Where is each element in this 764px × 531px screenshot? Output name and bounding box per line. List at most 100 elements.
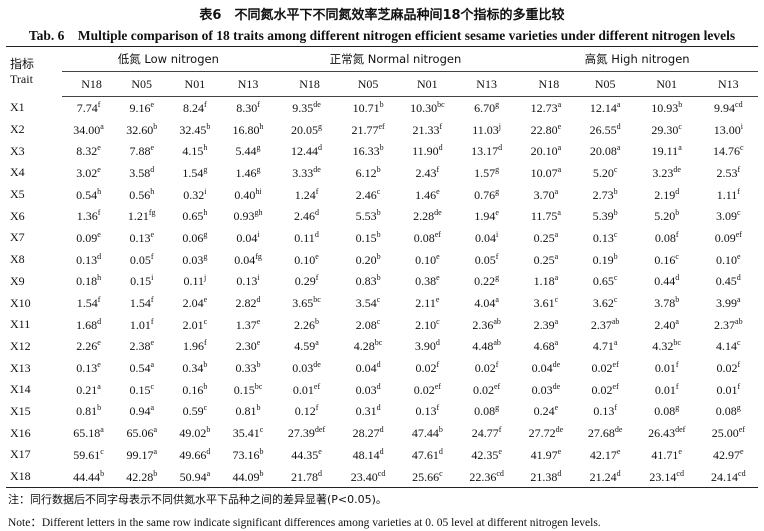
- table-row: X13 0.13e 0.54a 0.34b 0.33b 0.03de 0.04d 0.02f 0…: [6, 357, 758, 379]
- value: 23.40: [350, 469, 378, 484]
- significance-letter: f: [257, 99, 260, 109]
- value-cell: 65.18a: [62, 422, 115, 444]
- value: 7.88: [129, 144, 151, 159]
- value: 2.26: [76, 339, 98, 354]
- variety-header: N05: [575, 71, 635, 97]
- value: 3.90: [414, 339, 436, 354]
- significance-letter: g: [203, 229, 208, 239]
- value-cell: 1.46g: [221, 162, 274, 184]
- value: 21.38: [530, 469, 558, 484]
- table-row: X15 0.81b 0.94a 0.59c 0.81b 0.12f 0.31d 0.13f 0.…: [6, 401, 758, 423]
- trait-cell: X1: [10, 100, 25, 115]
- value-cell: 21.33f: [398, 119, 457, 141]
- value-cell: 0.13e: [115, 227, 168, 249]
- significance-letter: f: [495, 360, 499, 370]
- trait-header-zh: 指标: [10, 56, 35, 71]
- value: 23.14: [649, 469, 677, 484]
- value: 0.02: [473, 382, 494, 397]
- value: 2.04: [182, 296, 204, 311]
- significance-letter: e: [737, 251, 741, 261]
- value-cell: 0.54h: [62, 184, 115, 206]
- table-row: X4 3.02e 3.58d 1.54g 1.46g 3.33de 6.12b 2.43f 1.…: [6, 162, 758, 184]
- value: 20.10: [530, 144, 558, 159]
- value: 3.61: [533, 296, 555, 311]
- significance-letter: b: [153, 468, 158, 478]
- value-cell: 23.14cd: [634, 465, 699, 489]
- value: 1.37: [235, 317, 257, 332]
- value: 24.14: [711, 469, 739, 484]
- significance-letter: ef: [612, 381, 619, 391]
- value-cell: 27.72de: [516, 422, 575, 444]
- significance-letter: de: [673, 164, 681, 174]
- value-cell: 2.37ab: [576, 314, 635, 336]
- value-cell: 0.31d: [338, 401, 397, 423]
- significance-letter: b: [376, 208, 381, 218]
- significance-letter: c: [613, 295, 618, 305]
- value-cell: 0.13i: [221, 271, 274, 293]
- value: 0.01: [292, 382, 314, 397]
- value-cell: 1.37e: [221, 314, 274, 336]
- value: 0.02: [591, 361, 613, 376]
- value: 11.75: [530, 209, 558, 224]
- value: 3.70: [533, 187, 555, 202]
- value: 32.45: [179, 122, 207, 137]
- value-cell: 0.22g: [457, 271, 516, 293]
- significance-letter: c: [737, 338, 741, 348]
- value-cell: 0.16c: [635, 249, 699, 271]
- significance-letter: h: [203, 208, 208, 218]
- significance-letter: bc: [313, 295, 321, 305]
- significance-letter: b: [206, 425, 211, 435]
- significance-letter: d: [97, 316, 102, 326]
- value-cell: 0.08g: [699, 401, 758, 423]
- value-cell: 0.08ef: [398, 227, 457, 249]
- value-cell: 24.77f: [457, 422, 516, 444]
- note-zh: 注：同行数据后不同字母表示不同供氮水平下品种之间的差异显著(P<0.05)。: [8, 493, 387, 506]
- value: 3.99: [716, 296, 738, 311]
- significance-letter: f: [737, 186, 740, 196]
- value-cell: 0.12f: [275, 401, 339, 423]
- significance-letter: d: [318, 468, 323, 478]
- significance-letter: e: [318, 446, 322, 456]
- value-cell: 0.04i: [221, 227, 274, 249]
- value-cell: 8.32e: [62, 140, 115, 162]
- value-cell: 0.21a: [62, 379, 115, 401]
- value-cell: 3.02e: [62, 162, 115, 184]
- trait-cell: X6: [10, 208, 25, 223]
- significance-letter: ab: [611, 316, 620, 326]
- significance-letter: c: [259, 425, 264, 435]
- value: 0.59: [182, 404, 204, 419]
- value-cell: 0.15b: [338, 227, 397, 249]
- significance-letter: f: [204, 338, 207, 348]
- value-cell: 0.32i: [168, 184, 221, 206]
- value-cell: 47.61d: [398, 444, 457, 466]
- significance-letter: c: [203, 403, 208, 413]
- value: 2.10: [415, 317, 437, 332]
- value-cell: 0.18h: [62, 271, 115, 293]
- value-cell: 20.10a: [516, 140, 575, 162]
- value: 0.13: [236, 274, 258, 289]
- value: 16.80: [232, 122, 260, 137]
- significance-letter: d: [438, 143, 443, 153]
- variety-header: N13: [456, 71, 517, 97]
- value-cell: 2.26e: [62, 336, 115, 358]
- value-cell: 29.30c: [635, 119, 699, 141]
- significance-letter: bc: [673, 338, 681, 348]
- significance-letter: f: [498, 425, 502, 435]
- value: 3.02: [76, 165, 98, 180]
- significance-letter: f: [315, 403, 319, 413]
- significance-letter: d: [150, 164, 155, 174]
- value: 0.06: [182, 230, 204, 245]
- value-cell: 23.40cd: [338, 465, 398, 489]
- significance-letter: c: [613, 229, 618, 239]
- significance-letter: d: [616, 468, 621, 478]
- value: 14.76: [713, 144, 741, 159]
- trait-header-en: Trait: [10, 71, 33, 86]
- value: 21.24: [589, 469, 617, 484]
- significance-letter: e: [150, 229, 155, 239]
- value: 9.16: [129, 100, 151, 115]
- significance-letter: e: [557, 121, 562, 131]
- significance-letter: f: [675, 381, 679, 391]
- significance-letter: b: [259, 446, 264, 456]
- value-cell: 0.02ef: [398, 379, 457, 401]
